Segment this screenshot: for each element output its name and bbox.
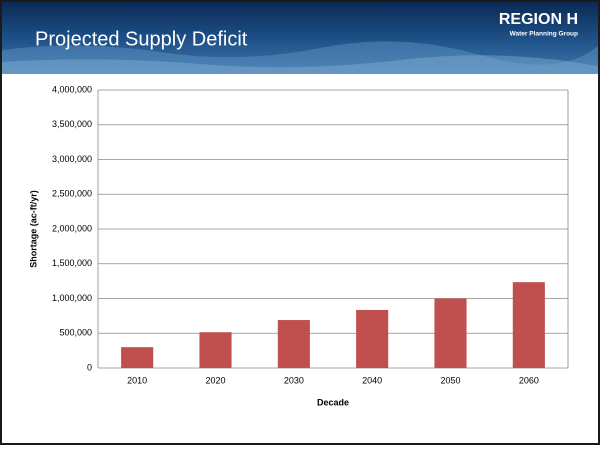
x-tick-label: 2020 [205,375,225,385]
x-tick-label: 2060 [519,375,539,385]
y-tick-label: 1,500,000 [52,258,92,268]
x-tick-label: 2030 [284,375,304,385]
y-axis-label: Shortage (ac-ft/yr) [28,190,38,268]
y-tick-label: 2,500,000 [52,189,92,199]
y-tick-label: 500,000 [59,328,92,338]
logo-title: REGION H [499,11,578,28]
logo-subtitle: Water Planning Group [510,31,578,38]
header-wave [2,41,598,74]
x-axis-label: Decade [317,397,349,407]
bar [199,332,232,368]
y-tick-label: 2,000,000 [52,223,92,233]
bar [277,320,310,368]
slide-title: Projected Supply Deficit [35,28,248,50]
y-tick-label: 1,000,000 [52,293,92,303]
bar [434,298,467,368]
header-wave [2,55,598,74]
x-tick-label: 2050 [440,375,460,385]
y-tick-label: 3,000,000 [52,154,92,164]
bar [121,347,154,368]
bar [512,282,545,368]
y-tick-label: 0 [87,362,92,372]
y-tick-label: 4,000,000 [52,84,92,94]
x-tick-label: 2010 [127,375,147,385]
x-tick-label: 2040 [362,375,382,385]
y-tick-label: 3,500,000 [52,119,92,129]
bar [356,309,389,368]
